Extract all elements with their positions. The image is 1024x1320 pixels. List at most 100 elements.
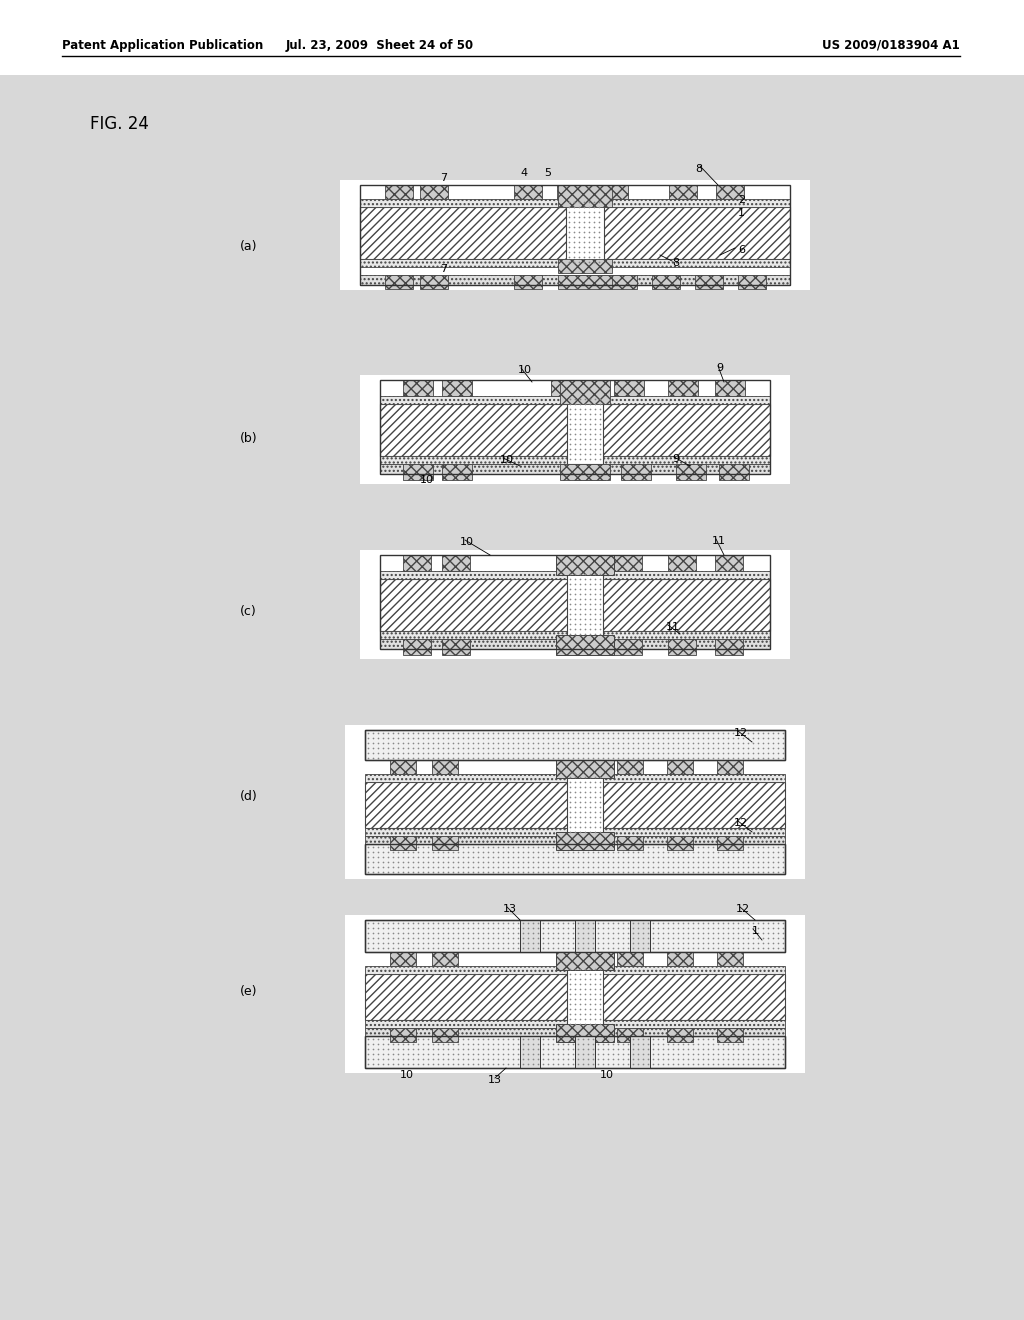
Point <box>385 738 401 759</box>
Point <box>430 862 446 883</box>
Point <box>577 589 593 610</box>
Bar <box>556 635 614 655</box>
Point <box>370 722 386 743</box>
Point <box>580 747 596 768</box>
Point <box>495 1039 511 1060</box>
Point <box>744 837 761 858</box>
Point <box>560 1053 577 1074</box>
Point <box>550 1039 566 1060</box>
Point <box>710 1034 726 1055</box>
Point <box>562 998 579 1019</box>
Point <box>590 727 606 748</box>
Point <box>630 742 646 763</box>
Point <box>765 1039 781 1060</box>
Point <box>577 787 593 808</box>
Point <box>659 923 676 944</box>
Point <box>571 619 588 640</box>
Point <box>630 917 646 939</box>
Point <box>765 928 781 949</box>
Point <box>635 912 651 933</box>
Point <box>567 393 584 414</box>
Point <box>710 857 726 878</box>
Point <box>404 747 421 768</box>
Bar <box>614 380 644 396</box>
Point <box>455 733 471 754</box>
Point <box>590 841 606 862</box>
Point <box>415 912 431 933</box>
Point <box>665 747 681 768</box>
Point <box>775 932 792 953</box>
Point <box>435 923 452 944</box>
Point <box>540 1043 556 1064</box>
Point <box>630 1053 646 1074</box>
Point <box>569 1028 586 1049</box>
Point <box>630 1034 646 1055</box>
Point <box>470 846 486 867</box>
Point <box>592 958 608 979</box>
Point <box>630 1048 646 1069</box>
Point <box>430 923 446 944</box>
Point <box>375 1043 391 1064</box>
Point <box>587 589 603 610</box>
Point <box>580 742 596 763</box>
Point <box>720 923 736 944</box>
Bar <box>390 836 416 850</box>
Point <box>600 851 616 873</box>
Point <box>385 912 401 933</box>
Point <box>555 742 571 763</box>
Point <box>577 983 593 1005</box>
Point <box>739 923 756 944</box>
Point <box>375 733 391 754</box>
Point <box>640 917 656 939</box>
Point <box>582 796 598 817</box>
Point <box>365 1048 381 1069</box>
Point <box>520 846 537 867</box>
Point <box>470 862 486 883</box>
Point <box>450 912 466 933</box>
Bar <box>420 185 449 199</box>
Point <box>575 236 592 257</box>
Point <box>567 569 584 590</box>
Bar <box>520 1036 540 1068</box>
Point <box>460 937 476 958</box>
Point <box>574 923 591 944</box>
Point <box>614 727 631 748</box>
Point <box>770 1028 786 1049</box>
Point <box>529 937 546 958</box>
Point <box>614 923 631 944</box>
Point <box>715 1043 731 1064</box>
Point <box>440 722 457 743</box>
Point <box>765 733 781 754</box>
Point <box>565 1053 582 1074</box>
Point <box>470 917 486 939</box>
Point <box>587 1003 603 1024</box>
Point <box>375 1053 391 1074</box>
Point <box>590 917 606 939</box>
Point <box>525 917 542 939</box>
Point <box>710 742 726 763</box>
Point <box>581 191 597 213</box>
Point <box>520 923 537 944</box>
Point <box>475 742 492 763</box>
Point <box>525 928 542 949</box>
Point <box>510 733 526 754</box>
Point <box>590 932 606 953</box>
Point <box>587 969 603 990</box>
Point <box>455 841 471 862</box>
Point <box>470 727 486 748</box>
Point <box>592 989 608 1010</box>
Point <box>375 742 391 763</box>
Point <box>645 733 662 754</box>
Point <box>515 722 531 743</box>
Point <box>685 846 701 867</box>
Point <box>529 742 546 763</box>
Point <box>395 727 412 748</box>
Point <box>725 862 741 883</box>
Point <box>560 747 577 768</box>
Point <box>640 912 656 933</box>
Point <box>582 433 598 454</box>
Point <box>574 912 591 933</box>
Point <box>505 727 521 748</box>
Point <box>515 1034 531 1055</box>
Point <box>592 623 608 644</box>
